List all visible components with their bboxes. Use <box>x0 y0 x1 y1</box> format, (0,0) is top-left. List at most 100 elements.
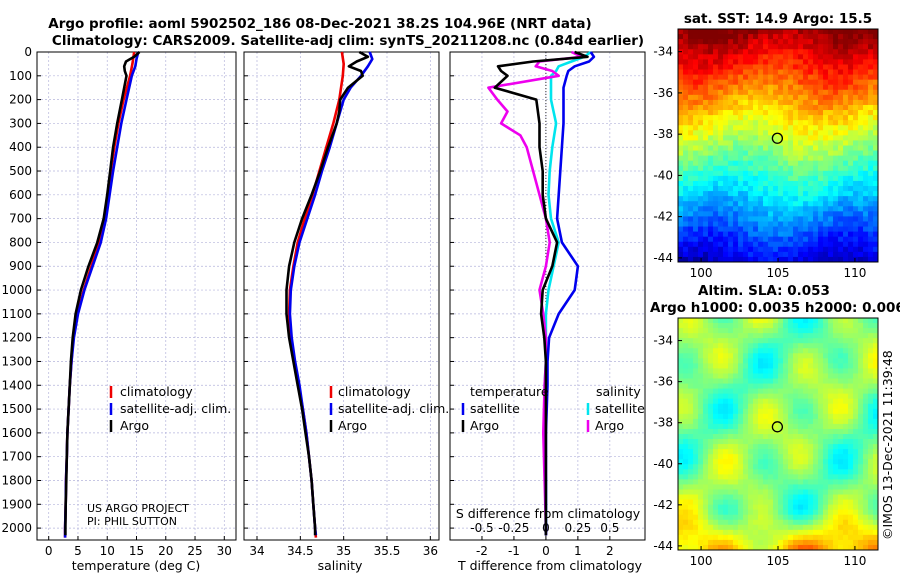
map-cell <box>823 236 829 243</box>
map-cell <box>798 201 804 207</box>
map-cell <box>698 236 704 243</box>
map-cell <box>853 246 859 253</box>
map-cell <box>833 328 839 334</box>
map-cell <box>728 479 734 486</box>
map-cell <box>678 383 684 390</box>
map-cell <box>728 474 734 480</box>
map-cell <box>733 99 739 106</box>
map-cell <box>688 49 694 55</box>
map-cell <box>678 348 684 354</box>
map-cell <box>678 180 684 187</box>
map-cell <box>693 231 699 238</box>
map-cell <box>818 338 824 344</box>
map-cell <box>758 39 764 45</box>
map-cell <box>773 79 779 86</box>
map-cell <box>798 333 804 339</box>
map-cell <box>698 145 704 152</box>
map-cell <box>808 353 814 359</box>
map-cell <box>688 328 694 334</box>
map-cell <box>713 318 719 324</box>
map-cell <box>703 79 709 86</box>
map-cell <box>823 211 829 218</box>
map-cell <box>738 54 744 60</box>
map-cell <box>823 398 829 405</box>
map-cell <box>698 368 704 375</box>
map-cell <box>828 236 834 243</box>
map-cell <box>853 454 859 460</box>
map-cell <box>713 348 719 354</box>
map-cell <box>863 479 869 486</box>
map-cell <box>863 84 869 91</box>
map-cell <box>828 504 834 511</box>
map-cell <box>763 479 769 486</box>
map-cell <box>698 125 704 131</box>
map-cell <box>793 94 799 101</box>
map-cell <box>778 509 784 516</box>
map-cell <box>743 368 749 375</box>
map-cell <box>688 115 694 121</box>
map-cell <box>683 479 689 486</box>
map-cell <box>763 524 769 531</box>
map-cell <box>738 89 744 96</box>
map-cell <box>763 459 769 465</box>
map-cell <box>728 59 734 66</box>
map-cell <box>698 175 704 182</box>
map-cell <box>848 454 854 460</box>
map-cell <box>683 348 689 354</box>
map-cell <box>728 328 734 334</box>
y-tick-label: 1400 <box>1 378 32 392</box>
map-cell <box>828 125 834 131</box>
map-cell <box>813 499 819 506</box>
map-cell <box>813 155 819 162</box>
map-cell <box>708 115 714 121</box>
map-cell <box>718 333 724 339</box>
map-cell <box>748 226 754 233</box>
map-cell <box>828 59 834 66</box>
map-cell <box>838 529 844 536</box>
map-cell <box>773 226 779 233</box>
map-cell <box>698 241 704 248</box>
map-cell <box>868 59 874 66</box>
map-cell <box>838 74 844 81</box>
map-cell <box>853 328 859 334</box>
map-cell <box>733 524 739 531</box>
map-cell <box>678 110 684 116</box>
map-cell <box>813 110 819 116</box>
map-cell <box>758 216 764 223</box>
map-cell <box>708 383 714 390</box>
map-cell <box>713 170 719 177</box>
map-cell <box>753 216 759 223</box>
map-cell <box>768 135 774 142</box>
map-cell <box>873 524 878 531</box>
map-cell <box>743 358 749 364</box>
map-cell <box>823 246 829 253</box>
map-cell <box>843 534 849 541</box>
map-cell <box>873 140 878 147</box>
map-cell <box>718 444 724 450</box>
map-cell <box>818 160 824 167</box>
map-cell <box>833 59 839 66</box>
map-cell <box>798 454 804 460</box>
map-cell <box>838 206 844 212</box>
map-cell <box>743 383 749 390</box>
map-cell <box>703 145 709 152</box>
map-cell <box>738 328 744 334</box>
map-cell <box>733 140 739 147</box>
map-cell <box>768 191 774 197</box>
map-cell <box>723 368 729 375</box>
map-cell <box>803 459 809 465</box>
map-cell <box>683 403 689 410</box>
map-cell <box>778 211 784 218</box>
map-cell <box>753 120 759 126</box>
map-cell <box>763 434 769 440</box>
map-cell <box>743 201 749 207</box>
map-cell <box>873 368 878 375</box>
map-cell <box>778 323 784 329</box>
map-cell <box>838 519 844 526</box>
map-cell <box>733 231 739 238</box>
map-cell <box>693 358 699 364</box>
sla-map-axes: 100 105 110-34-36-38-40-42-44 <box>653 317 879 568</box>
map-cell <box>713 150 719 157</box>
map-cell <box>763 489 769 496</box>
map-cell <box>803 413 809 420</box>
